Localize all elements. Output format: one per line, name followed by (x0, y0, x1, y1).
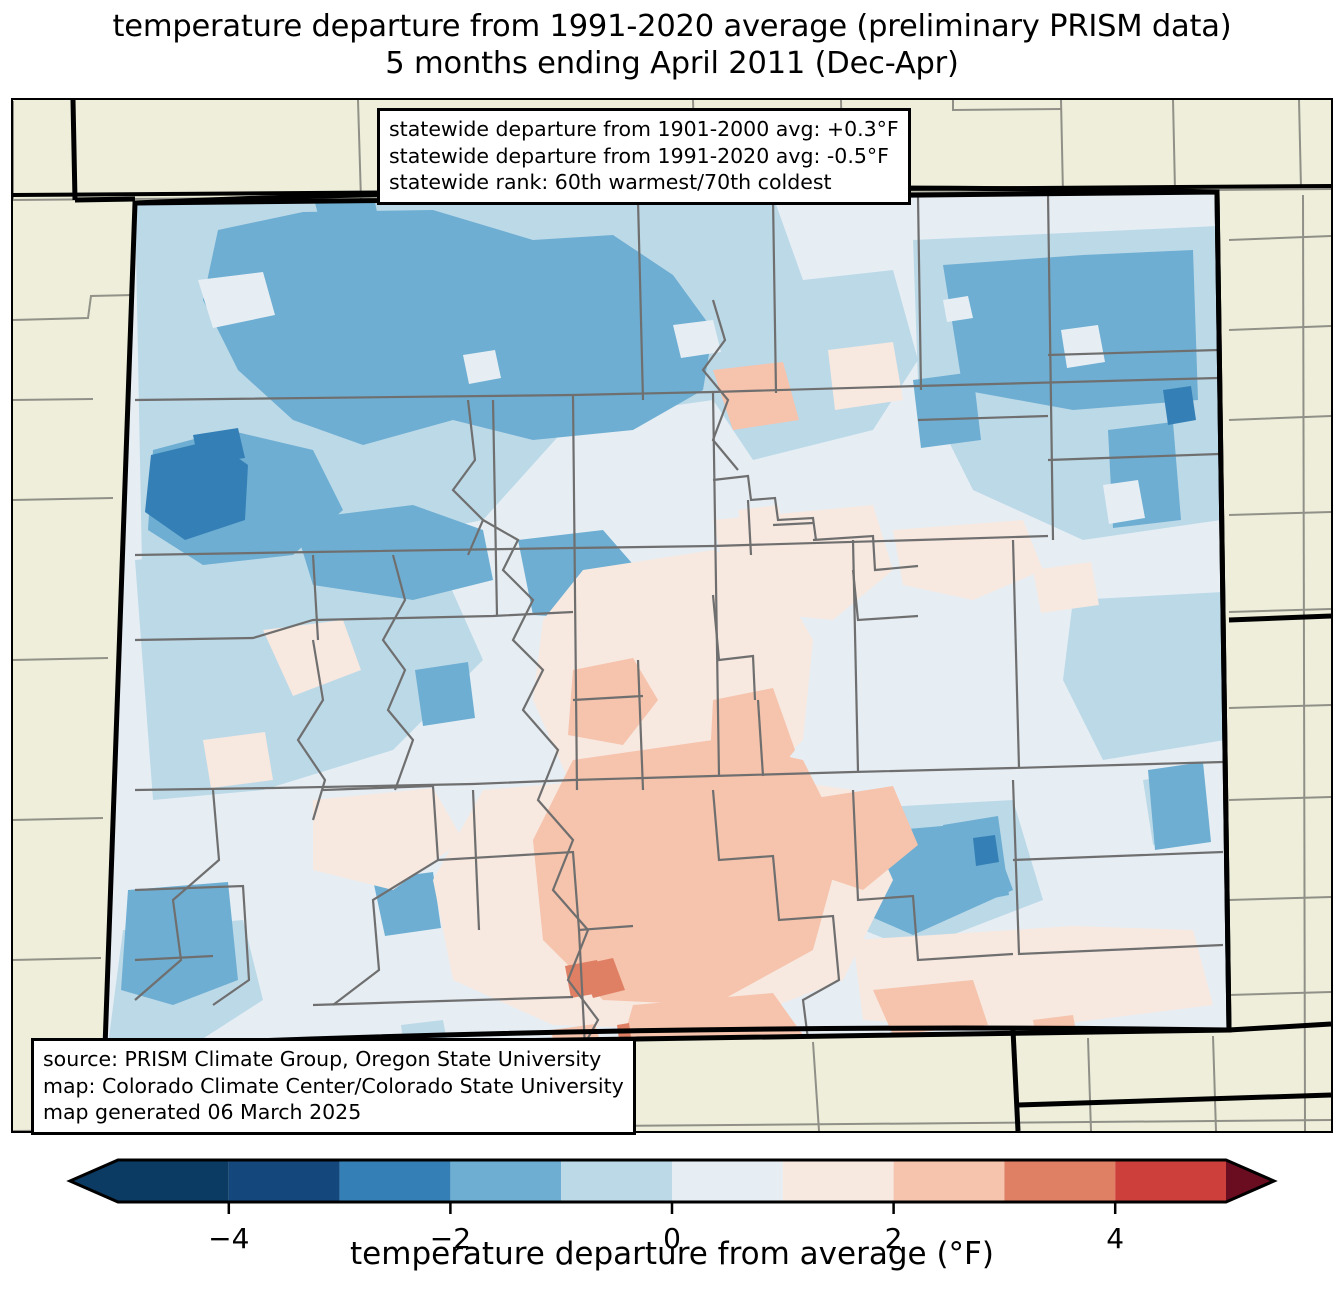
colorbar-over-arrow (1226, 1160, 1274, 1202)
map-panel (11, 98, 1333, 1133)
colorbar-tick-label: −4 (208, 1222, 249, 1255)
anomaly-contour-field (105, 192, 1229, 1047)
title-line-1: temperature departure from 1991-2020 ave… (112, 9, 1232, 44)
colorbar-band (782, 1160, 894, 1202)
colorbar-border (66, 1158, 1278, 1204)
colorbar-band (672, 1160, 783, 1202)
colorado-county-lines (134, 193, 1227, 1047)
colorbar: −4 −2 0 2 4 (66, 1158, 1278, 1255)
colorbar-under-arrow (70, 1160, 118, 1202)
stats-line-2: statewide departure from 1991-2020 avg: … (389, 143, 889, 168)
source-line-1: source: PRISM Climate Group, Oregon Stat… (43, 1047, 602, 1071)
colorbar-tick-label: 0 (663, 1222, 681, 1255)
stats-line-3: statewide rank: 60th warmest/70th coldes… (389, 170, 832, 194)
title-line-2: 5 months ending April 2011 (Dec-Apr) (385, 46, 959, 81)
colorbar-tick-label: 2 (885, 1222, 903, 1255)
statewide-stats-box: statewide departure from 1901-2000 avg: … (377, 108, 911, 205)
colorbar-band (118, 1160, 229, 1202)
colorbar-band (561, 1160, 672, 1202)
source-line-2: map: Colorado Climate Center/Colorado St… (43, 1073, 624, 1098)
colorbar-tick-label: 4 (1106, 1222, 1124, 1255)
colorbar-band (1004, 1160, 1116, 1202)
colorbar-band (228, 1160, 340, 1202)
source-credit-box: source: PRISM Climate Group, Oregon Stat… (31, 1038, 636, 1135)
colorbar-axis-label: temperature departure from average (°F) (350, 1236, 994, 1272)
stats-line-1: statewide departure from 1901-2000 avg: … (389, 117, 899, 141)
figure-title: temperature departure from 1991-2020 ave… (0, 8, 1344, 82)
colorbar-band (1115, 1160, 1226, 1202)
colorbar-band (339, 1160, 451, 1202)
colorbar-band (893, 1160, 1005, 1202)
colorbar-ticks: −4 −2 0 2 4 (208, 1202, 1124, 1255)
colorbar-tick-label: −2 (430, 1222, 471, 1255)
colorado-anomaly-map (13, 100, 1331, 1131)
colorbar-bands (70, 1160, 1274, 1202)
colorbar-outline (66, 1158, 1278, 1204)
colorbar-container: −4 −2 0 2 4 (0, 1148, 1344, 1299)
source-line-3: map generated 06 March 2025 (43, 1100, 362, 1124)
colorbar-band (450, 1160, 562, 1202)
